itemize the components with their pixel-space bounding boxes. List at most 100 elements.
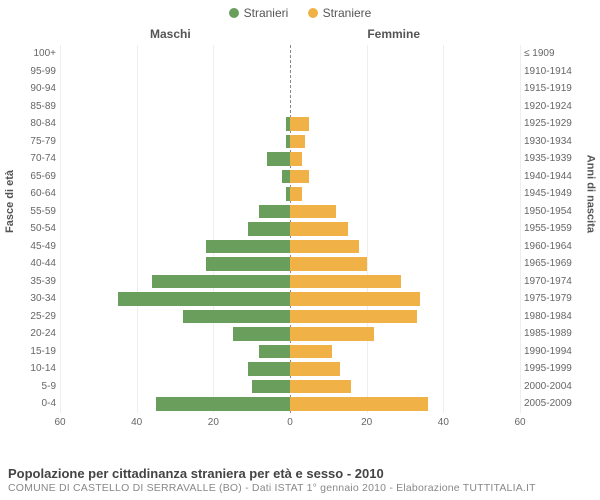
bar-male: [118, 292, 291, 306]
pyramid-row: 10-141995-1999: [60, 360, 520, 378]
bar-male: [156, 397, 290, 411]
bar-female: [290, 397, 428, 411]
x-tick: 0: [287, 417, 293, 428]
birth-year-label: 1985-1989: [524, 325, 588, 343]
chart: Maschi Femmine Fasce di età Anni di nasc…: [0, 23, 600, 443]
age-label: 95-99: [14, 63, 56, 81]
legend-item-female: Straniere: [308, 6, 372, 20]
birth-year-label: 1935-1939: [524, 150, 588, 168]
age-label: 30-34: [14, 290, 56, 308]
bar-female: [290, 117, 309, 131]
age-label: 15-19: [14, 343, 56, 361]
x-tick: 60: [54, 417, 65, 428]
birth-year-label: 1975-1979: [524, 290, 588, 308]
pyramid-row: 45-491960-1964: [60, 238, 520, 256]
bar-male: [267, 152, 290, 166]
birth-year-label: 1925-1929: [524, 115, 588, 133]
bar-female: [290, 327, 374, 341]
birth-year-label: 1970-1974: [524, 273, 588, 291]
legend-label-male: Stranieri: [244, 6, 289, 20]
age-label: 45-49: [14, 238, 56, 256]
legend: Stranieri Straniere: [0, 0, 600, 23]
bar-female: [290, 257, 367, 271]
gridline: [520, 45, 521, 413]
pyramid-row: 55-591950-1954: [60, 203, 520, 221]
x-tick: 40: [131, 417, 142, 428]
pyramid-row: 75-791930-1934: [60, 133, 520, 151]
chart-source: COMUNE DI CASTELLO DI SERRAVALLE (BO) - …: [8, 482, 592, 494]
bar-male: [152, 275, 290, 289]
pyramid-row: 25-291980-1984: [60, 308, 520, 326]
x-tick: 20: [361, 417, 372, 428]
bar-male: [183, 310, 290, 324]
pyramid-row: 50-541955-1959: [60, 220, 520, 238]
bar-female: [290, 362, 340, 376]
plot-area: 100+≤ 190995-991910-191490-941915-191985…: [60, 45, 520, 413]
pyramid-row: 85-891920-1924: [60, 98, 520, 116]
pyramid-row: 90-941915-1919: [60, 80, 520, 98]
pyramid-row: 15-191990-1994: [60, 343, 520, 361]
pyramid-row: 95-991910-1914: [60, 63, 520, 81]
x-tick: 60: [514, 417, 525, 428]
birth-year-label: 1995-1999: [524, 360, 588, 378]
legend-swatch-female: [308, 8, 318, 18]
x-tick: 40: [438, 417, 449, 428]
bar-female: [290, 275, 401, 289]
birth-year-label: 1990-1994: [524, 343, 588, 361]
bar-male: [259, 345, 290, 359]
pyramid-row: 0-42005-2009: [60, 395, 520, 413]
age-label: 0-4: [14, 395, 56, 413]
legend-item-male: Stranieri: [229, 6, 289, 20]
bar-female: [290, 222, 348, 236]
age-label: 25-29: [14, 308, 56, 326]
pyramid-row: 40-441965-1969: [60, 255, 520, 273]
birth-year-label: 1965-1969: [524, 255, 588, 273]
birth-year-label: 1910-1914: [524, 63, 588, 81]
bar-male: [248, 222, 290, 236]
age-label: 85-89: [14, 98, 56, 116]
birth-year-label: 2000-2004: [524, 378, 588, 396]
bar-female: [290, 240, 359, 254]
footer: Popolazione per cittadinanza straniera p…: [8, 466, 592, 494]
bar-male: [252, 380, 290, 394]
legend-swatch-male: [229, 8, 239, 18]
pyramid-row: 20-241985-1989: [60, 325, 520, 343]
legend-label-female: Straniere: [323, 6, 372, 20]
birth-year-label: 2005-2009: [524, 395, 588, 413]
pyramid-row: 35-391970-1974: [60, 273, 520, 291]
bar-female: [290, 152, 302, 166]
column-title-female: Femmine: [367, 27, 420, 41]
bar-female: [290, 292, 420, 306]
age-label: 75-79: [14, 133, 56, 151]
chart-title: Popolazione per cittadinanza straniera p…: [8, 466, 592, 481]
pyramid-row: 5-92000-2004: [60, 378, 520, 396]
birth-year-label: 1945-1949: [524, 185, 588, 203]
age-label: 20-24: [14, 325, 56, 343]
pyramid-row: 30-341975-1979: [60, 290, 520, 308]
age-label: 5-9: [14, 378, 56, 396]
bar-female: [290, 205, 336, 219]
age-label: 50-54: [14, 220, 56, 238]
age-label: 10-14: [14, 360, 56, 378]
pyramid-row: 80-841925-1929: [60, 115, 520, 133]
bar-female: [290, 170, 309, 184]
birth-year-label: ≤ 1909: [524, 45, 588, 63]
birth-year-label: 1955-1959: [524, 220, 588, 238]
birth-year-label: 1950-1954: [524, 203, 588, 221]
bar-male: [233, 327, 291, 341]
bar-female: [290, 345, 332, 359]
bar-male: [206, 257, 290, 271]
birth-year-label: 1940-1944: [524, 168, 588, 186]
age-label: 80-84: [14, 115, 56, 133]
bar-male: [206, 240, 290, 254]
bar-male: [282, 170, 290, 184]
age-label: 55-59: [14, 203, 56, 221]
pyramid-row: 60-641945-1949: [60, 185, 520, 203]
x-axis: 6040200204060: [60, 417, 520, 431]
pyramid-row: 65-691940-1944: [60, 168, 520, 186]
age-label: 100+: [14, 45, 56, 63]
birth-year-label: 1915-1919: [524, 80, 588, 98]
age-label: 70-74: [14, 150, 56, 168]
age-label: 90-94: [14, 80, 56, 98]
bar-female: [290, 187, 302, 201]
